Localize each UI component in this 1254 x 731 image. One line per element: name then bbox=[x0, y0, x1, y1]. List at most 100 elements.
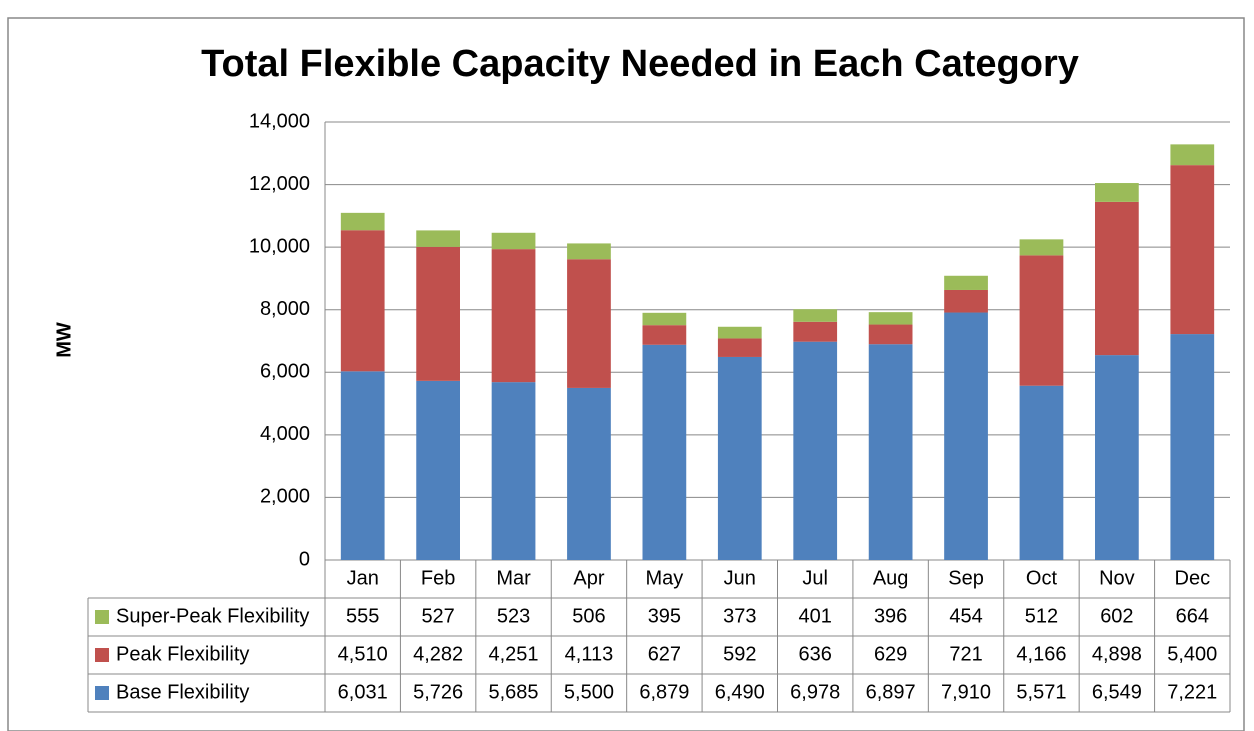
table-value: 627 bbox=[648, 643, 681, 665]
table-value: 6,490 bbox=[715, 681, 765, 703]
bar-segment bbox=[567, 387, 611, 560]
x-tick-label: Jul bbox=[802, 567, 828, 589]
x-tick-label: Mar bbox=[496, 567, 531, 589]
x-tick-label: Jan bbox=[347, 567, 379, 589]
table-value: 454 bbox=[949, 605, 982, 627]
table-value: 664 bbox=[1176, 605, 1209, 627]
bar-segment bbox=[944, 312, 988, 560]
bar-segment bbox=[1095, 355, 1139, 560]
bar-segment bbox=[1019, 255, 1064, 386]
bar-segment bbox=[717, 338, 762, 357]
bar-segment bbox=[642, 325, 687, 345]
table-value: 4,251 bbox=[489, 643, 539, 665]
bar-segment bbox=[1095, 183, 1139, 202]
table-value: 373 bbox=[723, 605, 756, 627]
x-tick-label: Nov bbox=[1099, 567, 1135, 589]
x-tick-label: Sep bbox=[948, 567, 984, 589]
x-tick-label: Feb bbox=[421, 567, 455, 589]
bar-segment bbox=[1019, 239, 1064, 256]
table-value: 506 bbox=[572, 605, 605, 627]
y-tick-label: 0 bbox=[299, 548, 310, 570]
table-value: 4,898 bbox=[1092, 643, 1142, 665]
bar-segment bbox=[793, 341, 838, 560]
table-value: 7,910 bbox=[941, 681, 991, 703]
bar-segment bbox=[340, 230, 385, 372]
table-value: 602 bbox=[1100, 605, 1133, 627]
bar-segment bbox=[416, 246, 460, 381]
table-value: 4,282 bbox=[413, 643, 463, 665]
table-value: 6,031 bbox=[338, 681, 388, 703]
bar-segment bbox=[340, 371, 385, 560]
table-value: 401 bbox=[799, 605, 832, 627]
y-tick-label: 4,000 bbox=[260, 423, 310, 445]
bar-segment bbox=[944, 289, 988, 313]
legend-swatch bbox=[95, 610, 109, 624]
table-value: 5,571 bbox=[1016, 681, 1066, 703]
x-tick-label: May bbox=[645, 567, 683, 589]
table-value: 7,221 bbox=[1167, 681, 1217, 703]
table-value: 592 bbox=[723, 643, 756, 665]
bar-segment bbox=[340, 212, 385, 231]
y-tick-label: 8,000 bbox=[260, 298, 310, 320]
y-tick-label: 6,000 bbox=[260, 361, 310, 383]
table-value: 4,113 bbox=[565, 643, 614, 665]
x-tick-label: Aug bbox=[873, 567, 909, 589]
table-value: 721 bbox=[949, 643, 982, 665]
table-value: 396 bbox=[874, 605, 907, 627]
bar-segment bbox=[717, 326, 762, 339]
bar-segment bbox=[1170, 144, 1215, 166]
bar-segment bbox=[944, 275, 988, 290]
legend-label: Super-Peak Flexibility bbox=[116, 605, 309, 627]
table-value: 6,978 bbox=[790, 681, 840, 703]
y-tick-label: 14,000 bbox=[249, 110, 310, 132]
legend-swatch bbox=[95, 686, 109, 700]
bar-segment bbox=[416, 230, 460, 247]
bar-segment bbox=[1170, 165, 1215, 335]
y-tick-label: 2,000 bbox=[260, 486, 310, 508]
table-value: 523 bbox=[497, 605, 530, 627]
bar-segment bbox=[1019, 385, 1064, 560]
x-tick-label: Apr bbox=[573, 567, 604, 589]
bar-segment bbox=[793, 321, 838, 342]
table-value: 6,897 bbox=[866, 681, 916, 703]
bar-segment bbox=[868, 324, 913, 345]
bar-segment bbox=[491, 232, 536, 250]
table-value: 555 bbox=[346, 605, 379, 627]
table-value: 512 bbox=[1025, 605, 1058, 627]
bar-segment bbox=[868, 344, 913, 560]
bar-segment bbox=[1095, 201, 1139, 356]
bar-segment bbox=[868, 312, 913, 325]
table-value: 527 bbox=[421, 605, 454, 627]
table-value: 4,510 bbox=[338, 643, 388, 665]
legend-label: Base Flexibility bbox=[116, 681, 249, 703]
x-tick-label: Jun bbox=[724, 567, 756, 589]
table-value: 5,726 bbox=[413, 681, 463, 703]
y-tick-label: 10,000 bbox=[249, 235, 310, 257]
table-value: 6,879 bbox=[639, 681, 689, 703]
bar-segment bbox=[491, 249, 536, 383]
x-tick-label: Dec bbox=[1175, 567, 1211, 589]
x-tick-label: Oct bbox=[1026, 567, 1058, 589]
table-value: 5,400 bbox=[1167, 643, 1217, 665]
legend-label: Peak Flexibility bbox=[116, 643, 249, 665]
table-value: 395 bbox=[648, 605, 681, 627]
table-value: 6,549 bbox=[1092, 681, 1142, 703]
bar-segment bbox=[416, 380, 460, 560]
y-axis-label: MW bbox=[53, 322, 75, 358]
bar-segment bbox=[1170, 334, 1215, 560]
y-tick-label: 12,000 bbox=[249, 173, 310, 195]
bar-segment bbox=[642, 344, 687, 560]
table-value: 4,166 bbox=[1016, 643, 1066, 665]
bar-segment bbox=[491, 382, 536, 560]
legend-swatch bbox=[95, 648, 109, 662]
bar-segment bbox=[793, 309, 838, 322]
chart-title: Total Flexible Capacity Needed in Each C… bbox=[201, 43, 1079, 85]
bar-segment bbox=[567, 243, 611, 260]
table-value: 629 bbox=[874, 643, 907, 665]
table-value: 5,500 bbox=[564, 681, 614, 703]
bar-segment bbox=[717, 356, 762, 560]
bar-segment bbox=[642, 312, 687, 326]
table-value: 636 bbox=[799, 643, 832, 665]
bar-segment bbox=[567, 259, 611, 388]
